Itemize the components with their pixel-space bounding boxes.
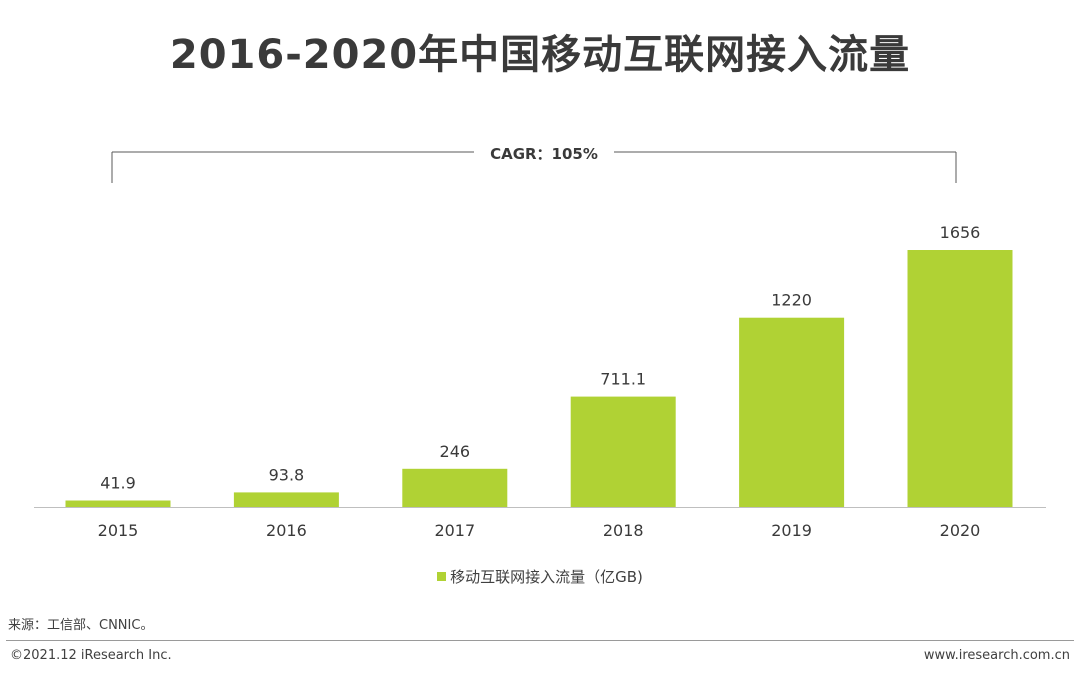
- data-label-2015: 41.9: [100, 474, 136, 493]
- website: www.iresearch.com.cn: [923, 648, 1070, 663]
- bar-2019: [739, 317, 845, 507]
- legend: 移动互联网接入流量（亿GB): [0, 566, 1080, 587]
- x-tick-2020: 2020: [940, 521, 981, 540]
- data-label-2019: 1220: [771, 291, 812, 310]
- data-label-2016: 93.8: [269, 465, 305, 484]
- source-note: 来源：工信部、CNNIC。: [8, 618, 154, 633]
- x-tick-2015: 2015: [98, 521, 139, 540]
- bar-2017: [402, 468, 508, 507]
- legend-label: 移动互联网接入流量（亿GB): [450, 568, 643, 586]
- cagr-label: CAGR：105%: [490, 145, 598, 163]
- bar-2018: [570, 396, 676, 507]
- x-tick-2019: 2019: [771, 521, 812, 540]
- x-tick-2016: 2016: [266, 521, 307, 540]
- bar-2015: [65, 500, 171, 507]
- data-label-2020: 1656: [940, 223, 981, 242]
- footer-divider: [6, 640, 1074, 641]
- x-tick-2017: 2017: [434, 521, 475, 540]
- legend-swatch: [437, 572, 447, 581]
- copyright: ©2021.12 iResearch Inc.: [10, 648, 172, 663]
- cagr-bracket: [111, 151, 957, 183]
- data-label-2018: 711.1: [600, 370, 646, 389]
- bar-chart: CAGR：105% 41.9 93.8 246 711.1 1220 1656 2015 2…: [34, 145, 1046, 540]
- bar-2020: [907, 250, 1013, 507]
- data-label-2017: 246: [440, 442, 471, 461]
- x-tick-2018: 2018: [603, 521, 644, 540]
- bar-2016: [233, 492, 339, 507]
- chart-title: 2016-2020年中国移动互联网接入流量: [169, 32, 911, 78]
